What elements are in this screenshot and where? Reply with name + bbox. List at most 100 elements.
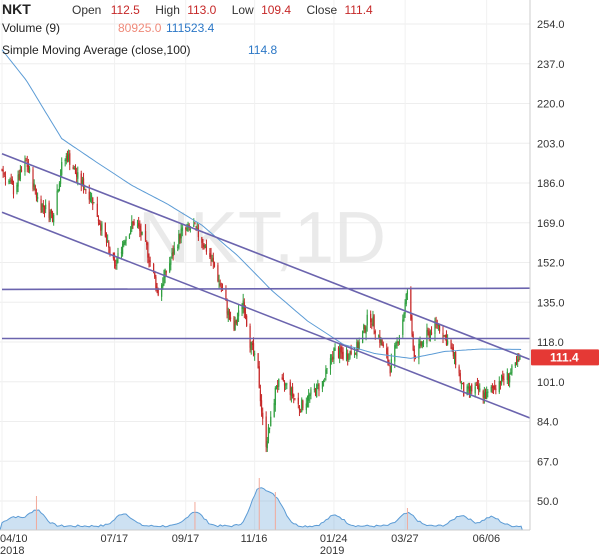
candle-body	[100, 224, 102, 231]
x-tick-year-label: 2018	[0, 545, 24, 557]
candle-body	[186, 227, 188, 231]
candle-body	[179, 235, 181, 240]
candle-body	[519, 356, 521, 360]
last-price-tag: 111.4	[531, 349, 599, 366]
candle-body	[115, 264, 117, 266]
candle-body	[209, 253, 211, 258]
candle-body	[89, 198, 92, 201]
candle-body	[97, 219, 100, 222]
candle-body	[514, 362, 516, 367]
candle-body	[195, 225, 197, 228]
candle-body	[16, 184, 18, 193]
candle-body	[483, 392, 485, 399]
candle-body	[262, 412, 264, 419]
candle-body	[422, 342, 425, 344]
candle-body	[419, 341, 421, 346]
candle-body	[300, 411, 302, 413]
candle-body	[491, 385, 493, 389]
candle-body	[502, 376, 504, 380]
candle-body	[365, 327, 367, 334]
candle-body	[156, 286, 158, 288]
candle-body	[356, 341, 358, 357]
open-value: 112.5	[110, 3, 140, 17]
candle-body	[362, 331, 364, 343]
candle-body	[237, 310, 240, 317]
y-tick-label: 118.0	[537, 337, 564, 349]
close-value: 111.4	[344, 3, 373, 17]
candle-body	[251, 343, 253, 346]
candle-body	[212, 257, 214, 263]
candle-body	[172, 251, 174, 257]
candle-body	[451, 347, 453, 349]
candle-body	[27, 165, 30, 170]
x-tick-label: 01/24	[320, 533, 348, 545]
candle-body	[418, 343, 420, 359]
candle-body	[1, 168, 3, 171]
y-tick-label: 152.0	[537, 258, 565, 270]
candle-body	[381, 340, 383, 346]
candle-body	[203, 244, 205, 247]
candle-body	[189, 228, 191, 230]
candle-body	[469, 386, 472, 392]
candle-body	[93, 202, 95, 204]
candle-body	[18, 173, 20, 180]
candle-body	[178, 233, 180, 248]
candle-body	[181, 227, 183, 231]
candle-body	[461, 383, 464, 385]
candle-body	[334, 348, 336, 351]
trendlines[interactable]	[1, 153, 531, 419]
candle-body	[201, 237, 203, 243]
candle-body	[180, 228, 182, 239]
candle-body	[76, 172, 78, 177]
candle-body	[241, 306, 243, 310]
candle-body	[364, 326, 366, 333]
candle-body	[310, 389, 312, 395]
candle-body	[350, 351, 352, 354]
candle-body	[445, 335, 448, 346]
candle-body	[149, 260, 151, 263]
candle-body	[92, 197, 94, 205]
candle-body	[340, 346, 342, 353]
candle-body	[443, 335, 445, 337]
candle-body	[430, 332, 433, 335]
candle-body	[164, 269, 166, 278]
candle-body	[372, 316, 374, 327]
candle-body	[234, 320, 236, 330]
x-tick-label: 04/10	[0, 533, 28, 545]
candle-body	[165, 271, 167, 273]
y-tick-label: 203.0	[537, 138, 565, 150]
candle-body	[370, 313, 372, 323]
candle-body	[452, 347, 454, 357]
candle-body	[155, 277, 157, 289]
candle-body	[141, 231, 143, 235]
candle-body	[277, 385, 279, 387]
candle-body	[11, 179, 13, 185]
candle-body	[305, 403, 307, 411]
trendline	[1, 287, 531, 291]
candle-body	[460, 382, 462, 384]
candle-body	[193, 224, 195, 227]
sma-series	[1, 49, 522, 359]
candle-body	[444, 334, 446, 337]
candle-body	[120, 252, 123, 254]
candle-body	[426, 330, 428, 344]
candle-body	[146, 242, 148, 246]
candle-body	[471, 384, 473, 392]
candle-body	[355, 353, 357, 355]
candle-body	[397, 341, 399, 344]
candle-body	[285, 384, 287, 386]
candle-body	[57, 189, 59, 192]
candle-body	[500, 374, 503, 384]
candle-body	[286, 383, 288, 385]
candle-body	[81, 179, 83, 184]
x-tick-label: 06/06	[473, 533, 501, 545]
candle-body	[3, 173, 5, 175]
candle-body	[434, 320, 436, 335]
candle-body	[486, 391, 488, 399]
candle-body	[35, 192, 38, 198]
candle-body	[268, 427, 271, 430]
candle-body	[291, 386, 294, 396]
candle-body	[463, 382, 465, 397]
candle-body	[479, 388, 481, 391]
